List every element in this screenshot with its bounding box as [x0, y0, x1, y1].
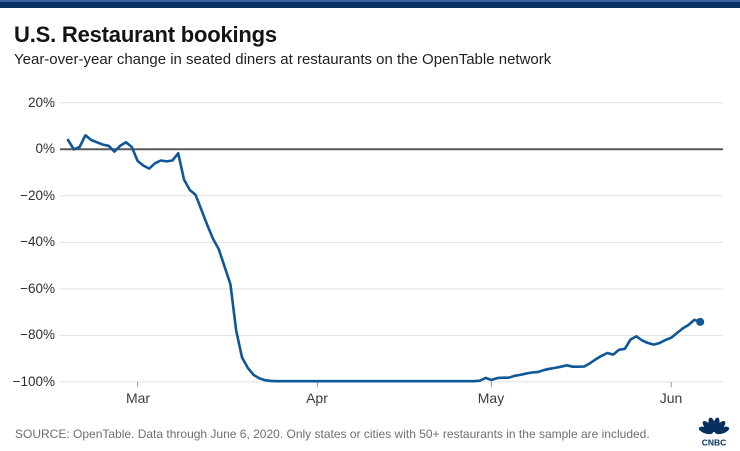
y-axis-label: −20%	[20, 188, 55, 203]
y-axis-label: 20%	[27, 95, 55, 110]
source-note: SOURCE: OpenTable. Data through June 6, …	[15, 427, 650, 441]
y-axis-label: −80%	[20, 327, 55, 342]
series-endpoint-marker	[696, 317, 705, 326]
chart-area: 20% 0% −20% −40% −60% −80% −100% Mar Apr…	[0, 85, 740, 410]
x-axis-tick-marks	[137, 381, 672, 388]
page-title: U.S. Restaurant bookings	[14, 22, 277, 47]
y-axis-label: −100%	[12, 374, 55, 389]
x-axis-label: May	[477, 390, 505, 406]
y-axis-label: 0%	[35, 141, 55, 156]
x-axis-label: Apr	[306, 390, 328, 406]
page-subtitle: Year-over-year change in seated diners a…	[14, 51, 552, 68]
bookings-line-chart	[60, 102, 723, 388]
gridlines	[60, 102, 723, 383]
x-axis-label: Mar	[125, 390, 151, 406]
y-axis-label: −60%	[20, 281, 55, 296]
peacock-icon	[698, 417, 730, 435]
series-line	[66, 134, 702, 383]
cnbc-logo: CNBC	[698, 417, 730, 448]
brand-accent-bar	[0, 0, 740, 8]
x-axis-label: Jun	[659, 390, 683, 406]
cnbc-logo-text: CNBC	[702, 438, 727, 448]
y-axis-label: −40%	[20, 234, 55, 249]
